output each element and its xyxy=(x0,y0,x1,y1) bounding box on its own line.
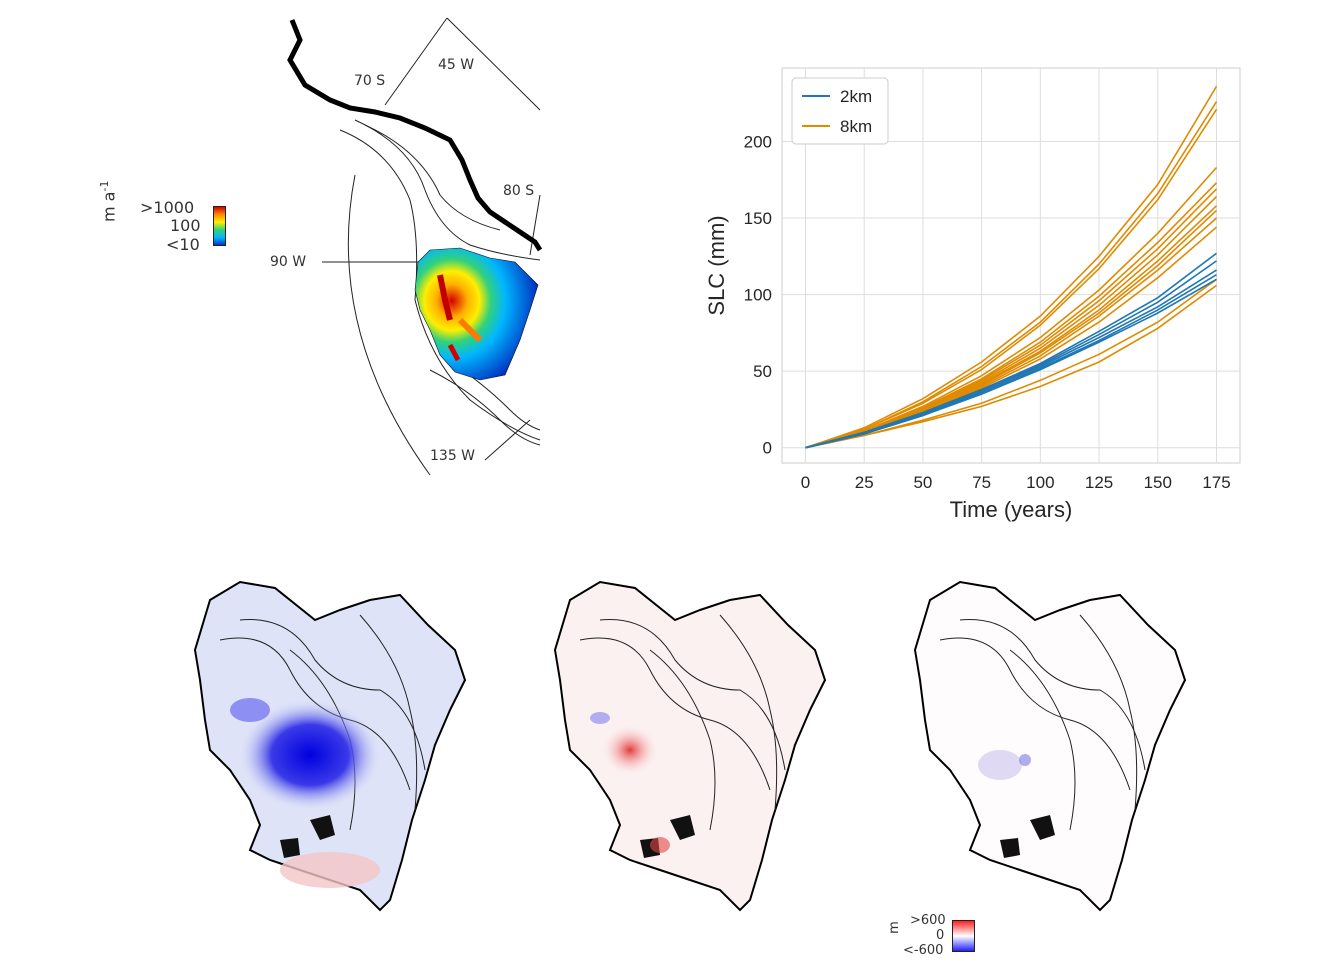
legend-box xyxy=(791,77,889,145)
y-tick-label: 0 xyxy=(763,439,772,458)
graticule-meridian-70s xyxy=(384,17,448,106)
x-tick-label: 125 xyxy=(1085,473,1113,492)
label-80s: 80 S xyxy=(503,183,535,199)
series-line-8km xyxy=(805,284,1217,449)
velocity-colorbar xyxy=(213,206,226,246)
graticule-lat-80s xyxy=(529,194,541,256)
slc-line-chart: 0 25 50 75 100 125 150 175 0 50 100 150 200 Time (yea… xyxy=(704,67,1241,522)
colorbar-tick-low: <10 xyxy=(166,235,200,254)
label-70s: 70 S xyxy=(354,73,386,89)
series-line-2km xyxy=(805,278,1217,449)
fast-stream-3 xyxy=(447,343,461,362)
x-tick-label: 50 xyxy=(913,473,932,492)
x-axis-label: Time (years) xyxy=(950,497,1073,522)
y-tick-label: 100 xyxy=(744,286,772,305)
series-line-8km xyxy=(805,108,1218,449)
x-tick-label: 150 xyxy=(1144,473,1172,492)
colorbar-tick-high: >1000 xyxy=(140,198,195,217)
legend-label-2km: 2km xyxy=(840,87,872,106)
x-tick-label: 175 xyxy=(1202,473,1230,492)
difference-map-2 xyxy=(554,581,826,911)
y-tick-label: 200 xyxy=(744,132,772,151)
series-line-8km xyxy=(805,85,1218,449)
difference-colorbar-tick-low: <-600 xyxy=(903,943,944,958)
label-135w: 135 W xyxy=(430,448,476,464)
coastline-contour-1 xyxy=(339,129,541,441)
difference-map-3 xyxy=(914,581,1186,911)
difference-maps-panel xyxy=(180,570,1220,960)
y-tick-label: 50 xyxy=(753,362,772,381)
y-axis-label: SLC (mm) xyxy=(704,215,729,315)
x-tick-label: 0 xyxy=(801,473,810,492)
speed-field xyxy=(414,247,539,381)
y-tick-label: 150 xyxy=(744,209,772,228)
antarctic-peninsula-map xyxy=(287,17,543,476)
x-tick-label: 75 xyxy=(972,473,991,492)
x-tick-label: 25 xyxy=(855,473,874,492)
label-90w: 90 W xyxy=(270,254,307,270)
coastline-contour-4 xyxy=(429,369,541,446)
fast-stream-1 xyxy=(437,274,453,321)
graticule-meridian-135w xyxy=(484,419,531,461)
graticule-meridian-45w xyxy=(446,17,541,111)
legend-label-8km: 8km xyxy=(840,117,872,136)
graticule-arc xyxy=(347,174,431,476)
label-45w: 45 W xyxy=(438,57,475,73)
difference-colorbar-tick-high: >600 xyxy=(910,913,946,928)
difference-colorbar-unit: m xyxy=(886,921,902,934)
colorbar-tick-mid: 100 xyxy=(170,216,201,235)
peninsula-coastline xyxy=(287,19,543,252)
coastline-contour-2 xyxy=(354,119,541,261)
difference-maps xyxy=(194,581,1186,911)
difference-colorbar xyxy=(952,920,975,952)
x-tick-label: 100 xyxy=(1026,473,1054,492)
difference-map-1 xyxy=(194,581,466,911)
slc-chart-panel: 0 25 50 75 100 125 150 175 0 50 100 150 200 Time (yea… xyxy=(690,50,1270,530)
fast-stream-2 xyxy=(457,317,483,343)
velocity-map-panel: >1000 100 <10 m a-1 xyxy=(0,0,560,490)
series-line-8km xyxy=(805,188,1218,449)
coastline-contour-3 xyxy=(364,124,501,231)
difference-colorbar-tick-zero: 0 xyxy=(936,928,945,943)
